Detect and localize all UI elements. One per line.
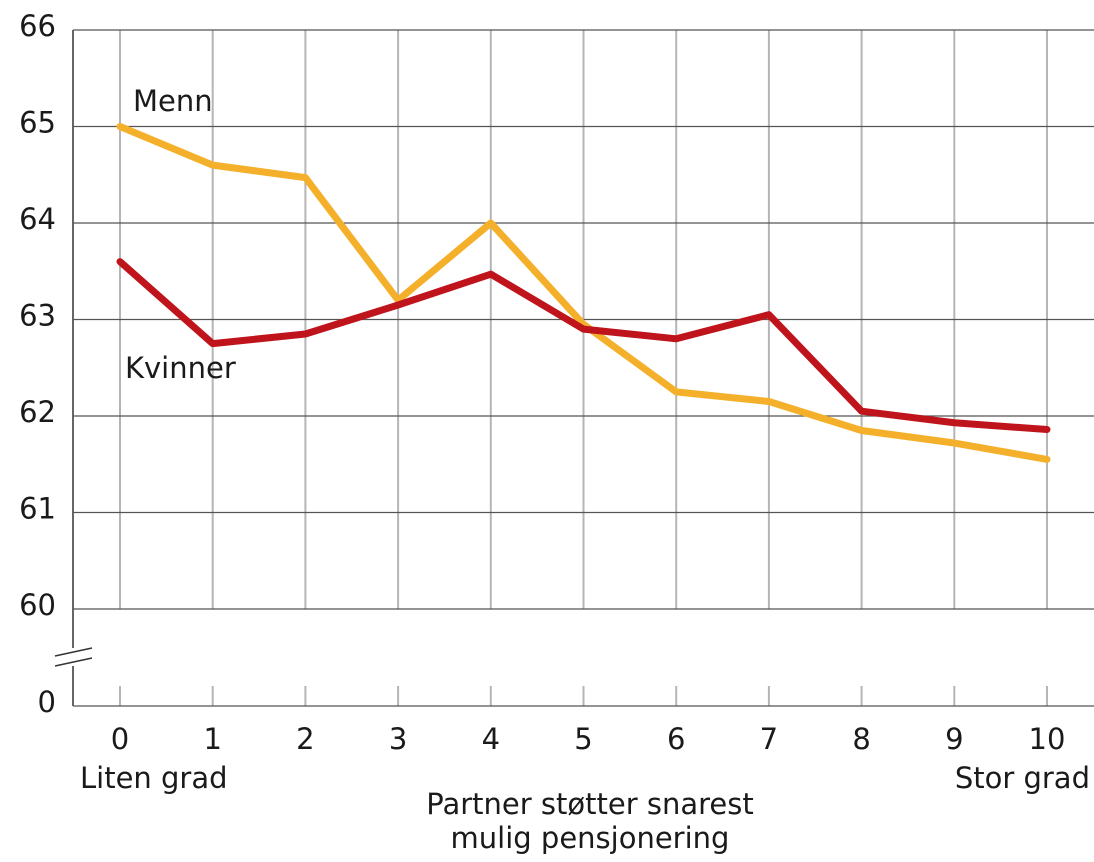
x-axis-label: Partner støtter snarest [426, 787, 753, 821]
x-tick-label: 2 [296, 722, 314, 756]
x-tick-label: 6 [667, 722, 685, 756]
axis-break [54, 647, 93, 657]
series-label: Menn [133, 84, 213, 118]
x-tick-label: 3 [389, 722, 407, 756]
y-tick-label: 0 [38, 685, 56, 719]
x-end-label: Stor grad [955, 761, 1090, 795]
line-series [116, 123, 1051, 463]
y-tick-label: 60 [19, 588, 56, 622]
y-tick-label: 62 [19, 395, 56, 429]
y-tick-label: 61 [19, 492, 56, 526]
x-tick-label: 10 [1029, 722, 1066, 756]
y-tick-label: 64 [19, 202, 56, 236]
x-tick-label: 8 [852, 722, 870, 756]
y-tick-label: 65 [19, 106, 56, 140]
x-tick-label: 9 [945, 722, 963, 756]
series-label: Kvinner [125, 351, 236, 385]
x-end-label: Liten grad [80, 761, 228, 795]
x-tick-label: 7 [760, 722, 778, 756]
x-tick-label: 4 [482, 722, 500, 756]
x-tick-label: 5 [574, 722, 592, 756]
line-series [116, 258, 1051, 434]
x-tick-label: 1 [203, 722, 221, 756]
x-axis-label: mulig pensjonering [451, 821, 730, 855]
x-tick-label: 0 [111, 722, 129, 756]
y-tick-label: 63 [19, 299, 56, 333]
y-tick-label: 66 [19, 9, 56, 43]
axis-break [54, 657, 93, 667]
